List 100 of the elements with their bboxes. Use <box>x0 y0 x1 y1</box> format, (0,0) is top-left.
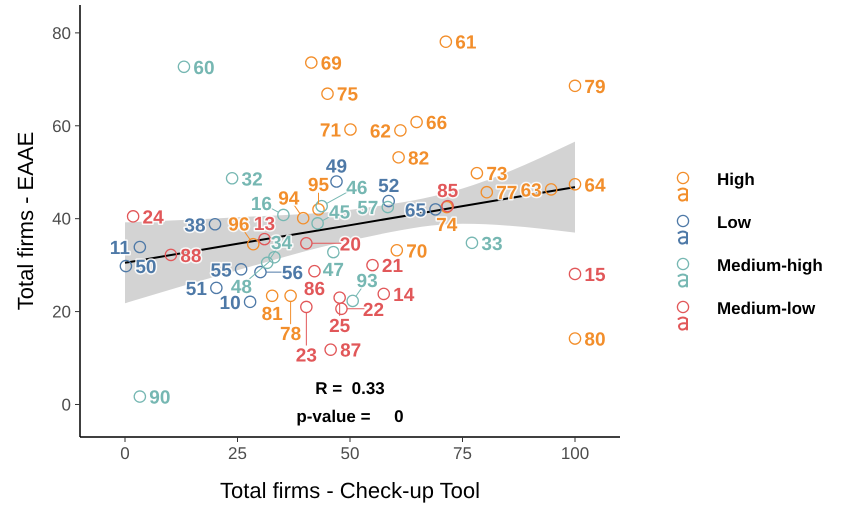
point <box>260 256 274 270</box>
point <box>120 260 132 272</box>
x-tick-label: 25 <box>228 444 247 463</box>
point <box>568 332 582 345</box>
annotation: 10 <box>220 292 241 314</box>
point <box>134 240 146 254</box>
point <box>327 246 340 258</box>
annotation: 51 <box>186 278 208 300</box>
point <box>246 238 260 251</box>
point <box>268 250 281 264</box>
annotation: 64 <box>584 175 606 196</box>
point <box>366 258 379 272</box>
annotation: 71 <box>320 120 342 142</box>
point <box>234 263 248 276</box>
point <box>244 296 256 308</box>
point <box>333 291 346 304</box>
annotation: 96 <box>228 214 250 236</box>
point <box>126 210 140 223</box>
annotation: 24 <box>142 207 164 228</box>
point <box>277 208 290 222</box>
point <box>394 124 407 137</box>
point <box>308 264 321 278</box>
point <box>321 87 334 100</box>
point <box>210 282 223 294</box>
annotation: 21 <box>382 256 404 278</box>
annotation: 75 <box>336 84 358 106</box>
point <box>305 56 318 69</box>
point <box>568 178 582 191</box>
annotation: 66 <box>426 113 448 134</box>
point <box>258 232 271 246</box>
annotation: 46 <box>346 178 368 199</box>
annotation: 69 <box>320 54 342 75</box>
x-tick-label: 100 <box>560 444 590 463</box>
point <box>410 116 423 128</box>
annotation: 32 <box>242 169 263 190</box>
annotation: 15 <box>584 264 606 286</box>
point <box>134 390 146 403</box>
annotation: p-value = 0 <box>296 407 404 426</box>
annotation: 70 <box>406 241 428 262</box>
annotation: 33 <box>481 234 503 255</box>
annotation: 94 <box>278 188 300 210</box>
annotation: 16 <box>250 194 272 215</box>
point <box>377 288 390 300</box>
point <box>382 200 394 214</box>
y-axis-title: Total firms - EAAE <box>13 132 38 310</box>
annotation: 11 <box>110 238 130 260</box>
legend-label: Medium-low <box>717 299 816 318</box>
x-tick-label: 50 <box>340 444 360 463</box>
legend-label: Low <box>717 213 752 232</box>
x-tick-label: 75 <box>453 444 472 463</box>
annotation: 81 <box>262 304 284 325</box>
point <box>266 290 278 302</box>
annotation: 22 <box>362 300 384 321</box>
x-axis-title: Total firms - Check-up Tool <box>220 478 480 503</box>
y-tick-label: 20 <box>52 302 71 322</box>
x-tick-label: 0 <box>120 444 130 463</box>
point <box>568 80 582 92</box>
annotation: 25 <box>329 316 351 337</box>
point <box>330 175 343 188</box>
annotation: 60 <box>193 58 215 79</box>
annotation: 56 <box>282 263 304 284</box>
annotation: 38 <box>184 215 206 236</box>
annotation: 88 <box>180 246 202 267</box>
annotation: 57 <box>357 198 378 220</box>
point <box>300 300 313 314</box>
point <box>466 236 478 250</box>
annotation: 47 <box>322 260 344 282</box>
annotation: 13 <box>254 214 276 236</box>
legend-label: Medium-high <box>717 256 823 275</box>
annotation: 14 <box>393 284 415 306</box>
y-tick-label: 0 <box>62 395 71 414</box>
annotation: 79 <box>584 76 606 98</box>
annotation: 90 <box>149 388 170 409</box>
annotation: 80 <box>584 330 606 351</box>
annotation: 82 <box>408 148 430 170</box>
annotation: 86 <box>304 279 326 300</box>
point <box>346 294 359 308</box>
point <box>480 186 494 198</box>
annotation: 52 <box>378 176 400 198</box>
annotation: 45 <box>329 202 351 224</box>
annotation: 78 <box>280 324 302 346</box>
point <box>296 212 310 224</box>
annotation: 74 <box>436 215 458 236</box>
annotation: 20 <box>340 234 361 256</box>
point <box>226 172 238 185</box>
point <box>284 290 297 302</box>
point <box>208 218 222 231</box>
point <box>429 203 442 216</box>
annotation: 61 <box>455 32 477 54</box>
annotation: 73 <box>486 164 508 186</box>
annotation: 34 <box>271 233 293 254</box>
point <box>164 248 178 262</box>
annotation: 50 <box>135 257 156 278</box>
point <box>324 343 337 356</box>
y-tick-label: 80 <box>52 24 71 43</box>
point <box>470 166 484 180</box>
point <box>544 183 558 196</box>
point <box>312 203 325 216</box>
y-tick-label: 40 <box>52 210 71 229</box>
annotation: R = 0.33 <box>315 379 385 398</box>
